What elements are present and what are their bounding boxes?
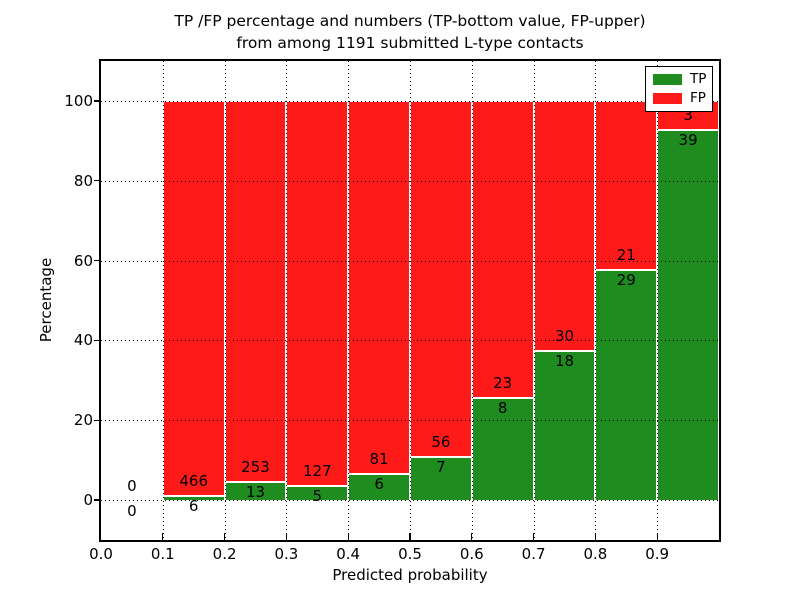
y-tick-mark xyxy=(94,419,100,421)
fp-count-label: 81 xyxy=(369,449,389,468)
y-tick-label: 20 xyxy=(73,411,93,430)
fp-bar-segment xyxy=(224,100,287,481)
x-tick-label: 0.3 xyxy=(274,545,299,563)
tp-bar-segment xyxy=(595,268,658,501)
plot-area: TP FP 0 0 466 6 253 13 127 5 81 6 56 7 23 8 30 18 21 29 3 3… xyxy=(101,61,719,540)
x-tick-label: 0.1 xyxy=(150,545,175,563)
tp-count-label: 0 xyxy=(127,502,137,521)
y-tick-label: 100 xyxy=(64,91,93,110)
fp-bar-segment xyxy=(348,100,410,473)
tp-count-label: 39 xyxy=(678,131,698,150)
x-axis-label: Predicted probability xyxy=(332,566,488,584)
tp-legend-label: TP xyxy=(690,71,707,87)
y-gridline xyxy=(101,340,719,342)
y-tick-label: 60 xyxy=(73,251,93,270)
y-tick-mark xyxy=(94,499,100,501)
fp-count-label: 253 xyxy=(241,457,270,476)
x-tick-mark xyxy=(223,533,226,540)
x-gridline xyxy=(471,61,473,540)
fp-bar-segment xyxy=(471,100,534,398)
fp-count-label: 56 xyxy=(431,432,451,451)
fp-bar-segment xyxy=(410,100,472,456)
x-gridline xyxy=(162,61,164,540)
tp-count-label: 13 xyxy=(245,482,266,501)
fp-legend-swatch xyxy=(653,93,682,104)
tp-count-label: 5 xyxy=(312,486,323,505)
fp-bar-segment xyxy=(595,100,658,269)
y-tick-label: 40 xyxy=(73,331,93,350)
y-gridline xyxy=(101,100,719,102)
y-tick-mark xyxy=(94,180,100,182)
x-gridline xyxy=(657,61,659,540)
tp-count-label: 6 xyxy=(374,474,384,493)
fp-count-label: 466 xyxy=(179,472,209,490)
x-tick-label: 0.5 xyxy=(398,545,422,563)
fp-legend-label: FP xyxy=(690,90,706,106)
x-tick-mark xyxy=(594,533,597,540)
x-tick-mark xyxy=(532,533,535,540)
x-gridline xyxy=(410,61,411,540)
tp-legend-swatch xyxy=(653,74,682,85)
x-tick-label: 0.9 xyxy=(645,545,670,563)
x-tick-mark xyxy=(409,533,411,540)
fp-count-label: 127 xyxy=(302,461,332,480)
legend-item-fp: FP xyxy=(653,90,712,106)
tp-bar-segment xyxy=(533,350,596,501)
fp-bar-segment xyxy=(533,100,596,351)
x-tick-label: 0.2 xyxy=(212,545,237,563)
tp-count-label: 8 xyxy=(497,399,508,418)
x-gridline xyxy=(224,61,226,540)
fp-bar-segment xyxy=(286,100,349,485)
x-tick-label: 0.4 xyxy=(336,545,361,563)
fp-count-label: 30 xyxy=(554,327,575,346)
y-tick-mark xyxy=(94,100,100,102)
fp-bar-segment xyxy=(162,100,225,495)
x-tick-label: 0.8 xyxy=(583,545,608,563)
y-gridline xyxy=(101,180,719,182)
tp-count-label: 18 xyxy=(554,352,575,371)
y-tick-mark xyxy=(94,259,100,262)
tp-count-label: 6 xyxy=(188,497,199,515)
y-tick-mark xyxy=(94,339,100,342)
legend: TP FP xyxy=(645,66,713,112)
x-gridline xyxy=(533,61,535,540)
legend-item-tp: TP xyxy=(653,71,712,87)
chart-title-line2: from among 1191 submitted L-type contact… xyxy=(236,34,584,52)
x-tick-mark xyxy=(656,533,658,540)
x-tick-mark xyxy=(347,533,349,540)
tp-bar-segment xyxy=(348,472,410,501)
x-tick-mark xyxy=(471,533,473,540)
fp-count-label: 0 xyxy=(127,477,137,496)
fp-count-label: 3 xyxy=(683,106,693,125)
y-gridline xyxy=(101,260,719,262)
tp-count-label: 29 xyxy=(616,270,636,289)
y-tick-label: 0 xyxy=(83,491,93,510)
x-tick-mark xyxy=(285,533,288,540)
x-tick-label: 0.7 xyxy=(521,545,546,563)
chart-title-line1: TP /FP percentage and numbers (TP-bottom… xyxy=(174,12,646,30)
tp-bar-segment xyxy=(657,129,719,501)
x-gridline xyxy=(595,61,597,540)
x-tick-label: 0.0 xyxy=(89,545,113,563)
x-tick-mark xyxy=(162,533,164,540)
y-gridline xyxy=(101,420,719,422)
x-tick-label: 0.6 xyxy=(459,545,484,563)
y-tick-label: 80 xyxy=(73,171,93,190)
tp-count-label: 7 xyxy=(436,457,446,476)
x-gridline xyxy=(286,61,288,540)
y-gridline xyxy=(101,500,719,502)
tp-bar-segment xyxy=(410,455,472,501)
x-gridline xyxy=(348,61,350,540)
fp-count-label: 23 xyxy=(493,374,513,393)
fp-count-label: 21 xyxy=(616,245,636,264)
